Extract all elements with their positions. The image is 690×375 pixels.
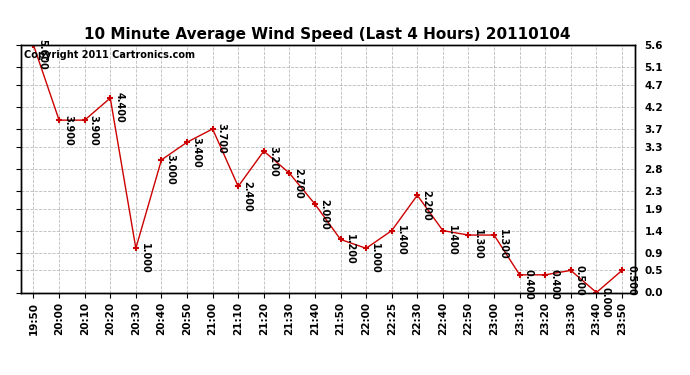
Text: 0.500: 0.500 — [575, 265, 585, 296]
Text: 0.400: 0.400 — [549, 269, 560, 300]
Text: 3.000: 3.000 — [166, 154, 175, 185]
Text: 0.000: 0.000 — [600, 287, 611, 318]
Text: 2.700: 2.700 — [293, 168, 304, 198]
Text: 3.700: 3.700 — [217, 123, 227, 154]
Text: 1.400: 1.400 — [447, 225, 457, 256]
Title: 10 Minute Average Wind Speed (Last 4 Hours) 20110104: 10 Minute Average Wind Speed (Last 4 Hou… — [84, 27, 571, 42]
Text: 0.500: 0.500 — [626, 265, 636, 296]
Text: 4.400: 4.400 — [115, 93, 124, 123]
Text: 2.200: 2.200 — [422, 190, 431, 220]
Text: 1.000: 1.000 — [140, 243, 150, 273]
Text: Copyright 2011 Cartronics.com: Copyright 2011 Cartronics.com — [23, 50, 195, 60]
Text: 1.200: 1.200 — [345, 234, 355, 265]
Text: 1.300: 1.300 — [498, 230, 509, 260]
Text: 3.200: 3.200 — [268, 146, 278, 176]
Text: 1.000: 1.000 — [371, 243, 380, 273]
Text: 0.400: 0.400 — [524, 269, 534, 300]
Text: 1.400: 1.400 — [396, 225, 406, 256]
Text: 3.400: 3.400 — [191, 136, 201, 167]
Text: 2.400: 2.400 — [242, 181, 253, 212]
Text: 1.300: 1.300 — [473, 230, 482, 260]
Text: 5.600: 5.600 — [38, 39, 48, 70]
Text: 3.900: 3.900 — [89, 115, 99, 146]
Text: 3.900: 3.900 — [63, 115, 73, 146]
Text: 2.000: 2.000 — [319, 198, 329, 229]
